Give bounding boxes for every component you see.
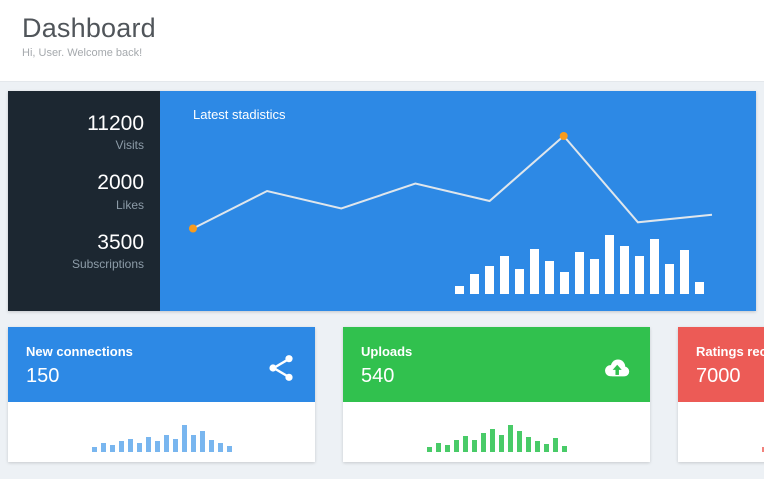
bar: [136, 443, 142, 452]
stat-label: Visits: [115, 138, 144, 153]
data-point-marker: [189, 224, 197, 233]
bar: [516, 431, 522, 452]
card-header: Uploads 540: [343, 327, 650, 402]
bar: [91, 447, 97, 452]
card-uploads: Uploads 540: [343, 327, 650, 462]
stats-summary-sidebar: 11200 Visits 2000 Likes 3500 Subscriptio…: [8, 91, 160, 311]
card-header: Ratings received 7000: [678, 327, 764, 402]
bar: [561, 446, 567, 452]
summary-cards-row: New connections 150: [8, 327, 764, 462]
bar: [226, 446, 232, 452]
bar: [470, 274, 479, 294]
stat-value: 2000: [97, 171, 144, 195]
bar: [543, 444, 549, 452]
bar: [181, 425, 187, 452]
card-chart-body: [343, 402, 650, 462]
bar: [453, 440, 459, 452]
stat-value: 3500: [97, 230, 144, 254]
bar: [145, 437, 151, 452]
bar: [650, 239, 659, 294]
bar: [680, 250, 689, 294]
bar: [154, 441, 160, 452]
bar: [498, 435, 504, 452]
mini-bar-chart: [761, 425, 764, 452]
line-chart: [189, 132, 713, 233]
bar: [515, 269, 524, 294]
card-ratings-received: Ratings received 7000: [678, 327, 764, 462]
bar: [217, 443, 223, 452]
statistics-panel: 11200 Visits 2000 Likes 3500 Subscriptio…: [8, 91, 756, 311]
card-value: 150: [26, 365, 60, 387]
bar: [507, 425, 513, 452]
bar: [485, 266, 494, 294]
bar: [665, 264, 674, 294]
stat-subscriptions: 3500 Subscriptions: [8, 230, 144, 271]
bar: [127, 439, 133, 452]
card-value: 7000: [696, 365, 741, 387]
bar: [545, 261, 554, 294]
bar: [489, 429, 495, 452]
bar: [590, 259, 599, 294]
bar: [208, 440, 214, 452]
bar: [172, 439, 178, 452]
chart-title: Latest stadistics: [193, 107, 286, 122]
stat-value: 11200: [87, 112, 144, 135]
data-point-marker: [559, 132, 568, 140]
card-header-text: Ratings received 7000: [696, 340, 764, 402]
card-header-text: Uploads 540: [361, 340, 412, 402]
card-chart-body: [678, 402, 764, 462]
bar: [471, 440, 477, 452]
stat-likes: 2000 Likes: [8, 170, 144, 211]
bar: [761, 447, 764, 452]
statistics-chart-area: Latest stadistics: [160, 91, 756, 311]
share-icon: [265, 352, 297, 384]
bar: [426, 447, 432, 452]
stat-label: Likes: [115, 197, 144, 212]
card-title: New connections: [26, 344, 133, 359]
card-value: 540: [361, 365, 395, 387]
bar: [605, 235, 614, 294]
bar: [695, 282, 704, 294]
bar: [462, 436, 468, 452]
bar: [534, 441, 540, 452]
bar: [500, 256, 509, 294]
bar: [455, 286, 464, 294]
bar: [530, 249, 539, 294]
bar-chart: [455, 235, 704, 294]
bar: [525, 437, 531, 452]
bar: [635, 256, 644, 294]
bar: [109, 445, 115, 452]
page-title: Dashboard: [22, 13, 156, 43]
bar: [118, 441, 124, 452]
cloud-upload-icon: [600, 352, 632, 384]
bar: [575, 252, 584, 294]
card-title: Uploads: [361, 344, 413, 359]
card-new-connections: New connections 150: [8, 327, 315, 462]
bar: [480, 433, 486, 452]
line-series: [192, 134, 713, 230]
page-subtitle: Hi, User. Welcome back!: [22, 47, 143, 59]
bar: [199, 431, 205, 452]
page-header: Dashboard Hi, User. Welcome back!: [0, 0, 764, 82]
mini-bar-chart: [91, 425, 232, 452]
card-header-text: New connections 150: [26, 340, 133, 402]
bar: [190, 435, 196, 452]
mini-bar-chart: [426, 425, 567, 452]
bar: [620, 246, 629, 294]
card-chart-body: [8, 402, 315, 462]
card-header: New connections 150: [8, 327, 315, 402]
bar: [100, 443, 106, 452]
stat-visits: 11200 Visits: [8, 111, 144, 152]
bar: [552, 438, 558, 452]
card-title: Ratings received: [696, 344, 764, 359]
bar: [163, 435, 169, 452]
bar: [444, 445, 450, 452]
stat-label: Subscriptions: [71, 256, 144, 271]
bar: [560, 272, 569, 294]
bar: [435, 443, 441, 452]
